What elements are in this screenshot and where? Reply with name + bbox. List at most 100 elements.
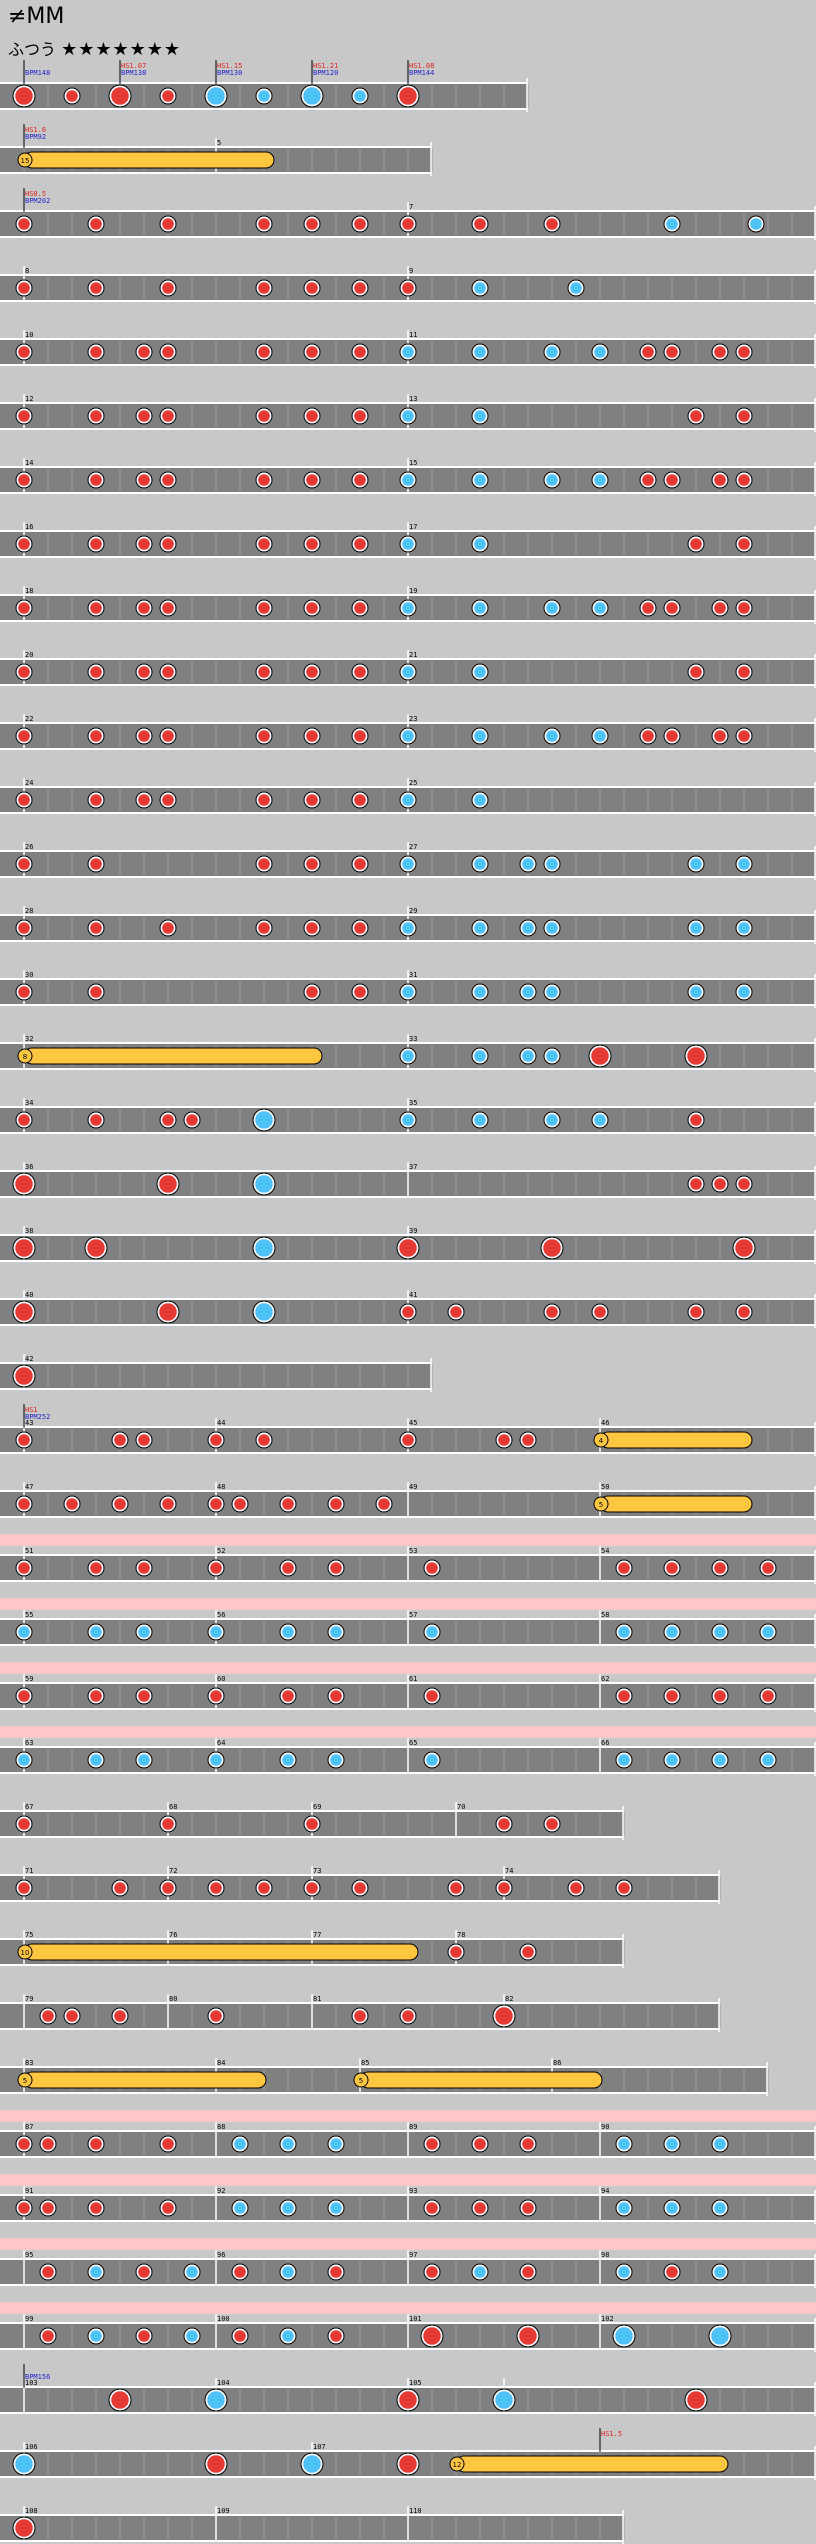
don-note xyxy=(738,346,750,358)
bpm-label: BPM144 xyxy=(409,69,434,77)
gogo-band xyxy=(0,1726,816,1738)
bar-number: 43 xyxy=(25,1419,33,1427)
drumroll-count: 15 xyxy=(21,157,30,165)
don-note xyxy=(258,538,270,550)
ka-note xyxy=(330,1626,342,1638)
lane-border xyxy=(0,620,816,622)
don-note xyxy=(90,1562,102,1574)
ka-note xyxy=(594,1114,606,1126)
don-note xyxy=(738,666,750,678)
bar-number: 98 xyxy=(601,2251,609,2259)
bar-number: 32 xyxy=(25,1035,33,1043)
drumroll xyxy=(599,1495,753,1513)
don-note xyxy=(18,538,30,550)
don-note xyxy=(18,2202,30,2214)
big-don-note xyxy=(15,2519,33,2537)
ka-note xyxy=(282,1626,294,1638)
bar-number: 34 xyxy=(25,1099,33,1107)
don-note xyxy=(258,474,270,486)
ka-note xyxy=(474,346,486,358)
ka-note xyxy=(90,2330,102,2342)
don-note xyxy=(18,1114,30,1126)
ka-note xyxy=(750,218,762,230)
ka-note xyxy=(522,922,534,934)
don-note xyxy=(258,858,270,870)
ka-note xyxy=(282,2138,294,2150)
bar-number: 92 xyxy=(217,2187,225,2195)
don-note xyxy=(450,1882,462,1894)
ka-note xyxy=(330,1754,342,1766)
don-note xyxy=(90,410,102,422)
don-note xyxy=(306,538,318,550)
big-ka-note xyxy=(303,2455,321,2473)
bar-number: 80 xyxy=(169,1995,177,2003)
don-note xyxy=(426,2266,438,2278)
don-note xyxy=(714,1562,726,1574)
lane-border xyxy=(0,82,528,84)
ka-note xyxy=(474,730,486,742)
big-ka-note xyxy=(255,1303,273,1321)
don-note xyxy=(90,602,102,614)
don-note xyxy=(666,602,678,614)
gogo-band xyxy=(0,2302,816,2314)
don-note xyxy=(426,1562,438,1574)
ka-note xyxy=(594,730,606,742)
don-note xyxy=(642,730,654,742)
chart-row: 42 xyxy=(0,1354,433,1392)
lane-border xyxy=(0,1644,816,1646)
big-don-note xyxy=(15,87,33,105)
big-don-note xyxy=(495,2007,513,2025)
ka-note xyxy=(474,1050,486,1062)
bar-number: 67 xyxy=(25,1803,33,1811)
bar-number: 12 xyxy=(25,395,33,403)
don-note xyxy=(666,474,678,486)
lane-border xyxy=(0,364,816,366)
big-don-note xyxy=(15,1175,33,1193)
chart-row: 71 72 73 74 xyxy=(0,1866,721,1904)
don-note xyxy=(354,2010,366,2022)
bar-number: 23 xyxy=(409,715,417,723)
don-note xyxy=(378,1498,390,1510)
big-ka-note xyxy=(303,87,321,105)
ka-note xyxy=(426,1754,438,1766)
ka-note xyxy=(258,90,270,102)
bar-number: 89 xyxy=(409,2123,417,2131)
lane-border xyxy=(0,2540,624,2542)
difficulty-line: ふつう ★★★★★★★ xyxy=(8,36,181,60)
don-note xyxy=(90,2202,102,2214)
chart-row: 47 48 49 50 5 xyxy=(0,1482,816,1520)
don-note xyxy=(138,794,150,806)
bar-number: 36 xyxy=(25,1163,33,1171)
ka-note xyxy=(90,1754,102,1766)
bar-number: 28 xyxy=(25,907,33,915)
big-don-note xyxy=(399,2455,417,2473)
don-note xyxy=(162,2202,174,2214)
ka-note xyxy=(546,474,558,486)
bar-number: 24 xyxy=(25,779,33,787)
chart-row: 26 27 xyxy=(0,842,816,880)
lane-border xyxy=(0,684,816,686)
don-note xyxy=(138,2266,150,2278)
don-note xyxy=(306,666,318,678)
ka-note xyxy=(282,1754,294,1766)
don-note xyxy=(642,346,654,358)
bar-number: 76 xyxy=(169,1931,177,1939)
don-note xyxy=(642,602,654,614)
ka-note xyxy=(234,2138,246,2150)
ka-note xyxy=(546,858,558,870)
don-note xyxy=(18,986,30,998)
chart-row: 32 33 8 xyxy=(0,1034,816,1072)
bar-number: 70 xyxy=(457,1803,465,1811)
don-note xyxy=(138,410,150,422)
lane-border xyxy=(0,1836,624,1838)
don-note xyxy=(714,730,726,742)
lane-border xyxy=(0,1580,816,1582)
don-note xyxy=(258,1882,270,1894)
ka-note xyxy=(618,2138,630,2150)
don-note xyxy=(690,1306,702,1318)
bar-number: 26 xyxy=(25,843,33,851)
don-note xyxy=(138,666,150,678)
ka-note xyxy=(666,2138,678,2150)
lane-border xyxy=(0,2514,624,2516)
